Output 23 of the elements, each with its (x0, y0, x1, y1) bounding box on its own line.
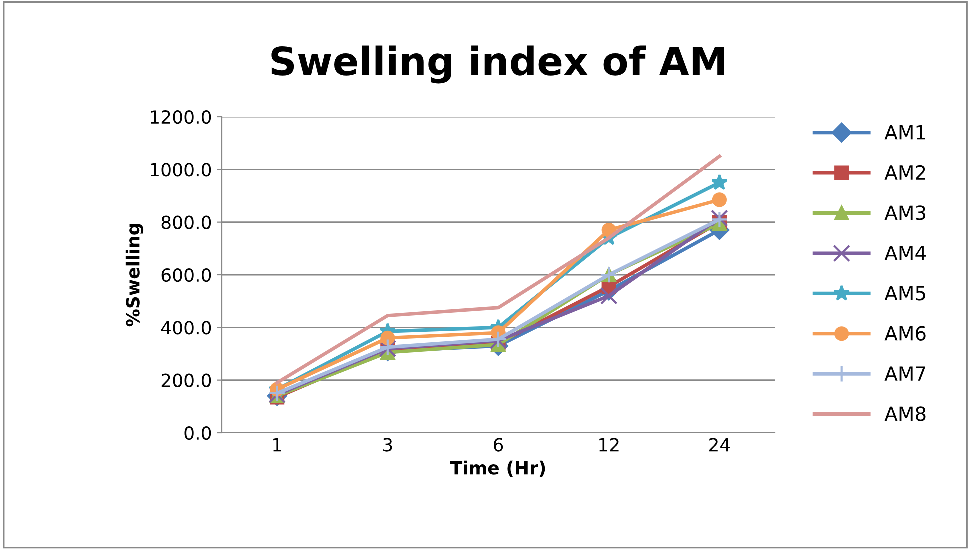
y-tick-label: 0.0 (184, 426, 212, 440)
legend-label: AM7 (884, 366, 926, 381)
legend-label: AM1 (884, 125, 926, 140)
y-tick-label: 800.0 (162, 216, 212, 230)
x-tick-label: 6 (494, 438, 504, 452)
x-tick-label: 3 (384, 438, 392, 452)
y-tick-label: 1200.0 (151, 110, 212, 124)
x-axis-title: Time (Hr) (450, 460, 546, 477)
legend-label: AM4 (884, 246, 926, 260)
legend-label: AM6 (884, 326, 926, 341)
x-tick-label: 24 (710, 438, 730, 452)
y-tick-label: 400.0 (161, 321, 212, 335)
chart-title: Swelling index of AM (272, 46, 724, 84)
legend-label: AM5 (884, 286, 926, 301)
legend-label: AM2 (884, 165, 926, 180)
y-tick-label: 200.0 (162, 374, 212, 388)
y-axis-title: %Swelling (126, 224, 144, 327)
y-tick-label: 600.0 (162, 268, 212, 282)
x-tick-label: 1 (274, 438, 282, 452)
y-tick-label: 1000.0 (151, 163, 212, 177)
x-tick-label: 12 (600, 438, 619, 452)
legend-label: AM3 (884, 206, 926, 220)
legend-label: AM8 (884, 406, 926, 422)
